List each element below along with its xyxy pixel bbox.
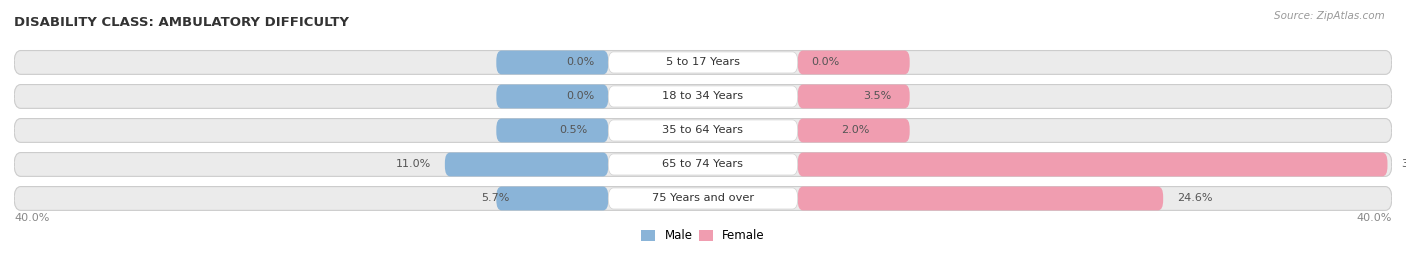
FancyBboxPatch shape	[14, 153, 1392, 176]
Text: 18 to 34 Years: 18 to 34 Years	[662, 91, 744, 101]
Text: 5 to 17 Years: 5 to 17 Years	[666, 58, 740, 68]
Text: 2.0%: 2.0%	[841, 125, 869, 136]
Text: 0.5%: 0.5%	[558, 125, 588, 136]
FancyBboxPatch shape	[14, 119, 1392, 142]
FancyBboxPatch shape	[797, 187, 1163, 210]
Text: 0.0%: 0.0%	[567, 58, 595, 68]
FancyBboxPatch shape	[609, 52, 797, 73]
FancyBboxPatch shape	[444, 153, 609, 176]
Text: 39.7%: 39.7%	[1402, 160, 1406, 169]
FancyBboxPatch shape	[496, 51, 609, 74]
Text: 65 to 74 Years: 65 to 74 Years	[662, 160, 744, 169]
Text: 75 Years and over: 75 Years and over	[652, 193, 754, 203]
FancyBboxPatch shape	[14, 84, 1392, 108]
FancyBboxPatch shape	[797, 51, 910, 74]
FancyBboxPatch shape	[496, 187, 609, 210]
FancyBboxPatch shape	[797, 153, 1388, 176]
FancyBboxPatch shape	[609, 154, 797, 175]
Text: 40.0%: 40.0%	[14, 213, 49, 223]
Text: 5.7%: 5.7%	[481, 193, 510, 203]
FancyBboxPatch shape	[609, 120, 797, 141]
FancyBboxPatch shape	[496, 84, 609, 108]
Text: 24.6%: 24.6%	[1177, 193, 1212, 203]
FancyBboxPatch shape	[609, 188, 797, 209]
Text: Source: ZipAtlas.com: Source: ZipAtlas.com	[1274, 11, 1385, 21]
Text: 40.0%: 40.0%	[1357, 213, 1392, 223]
Text: 11.0%: 11.0%	[396, 160, 432, 169]
FancyBboxPatch shape	[14, 51, 1392, 74]
FancyBboxPatch shape	[609, 86, 797, 107]
Text: 0.0%: 0.0%	[811, 58, 839, 68]
FancyBboxPatch shape	[14, 187, 1392, 210]
FancyBboxPatch shape	[797, 119, 910, 142]
Text: DISABILITY CLASS: AMBULATORY DIFFICULTY: DISABILITY CLASS: AMBULATORY DIFFICULTY	[14, 16, 349, 30]
Text: 0.0%: 0.0%	[567, 91, 595, 101]
FancyBboxPatch shape	[797, 84, 910, 108]
Legend: Male, Female: Male, Female	[637, 225, 769, 247]
Text: 3.5%: 3.5%	[863, 91, 891, 101]
Text: 35 to 64 Years: 35 to 64 Years	[662, 125, 744, 136]
FancyBboxPatch shape	[496, 119, 609, 142]
